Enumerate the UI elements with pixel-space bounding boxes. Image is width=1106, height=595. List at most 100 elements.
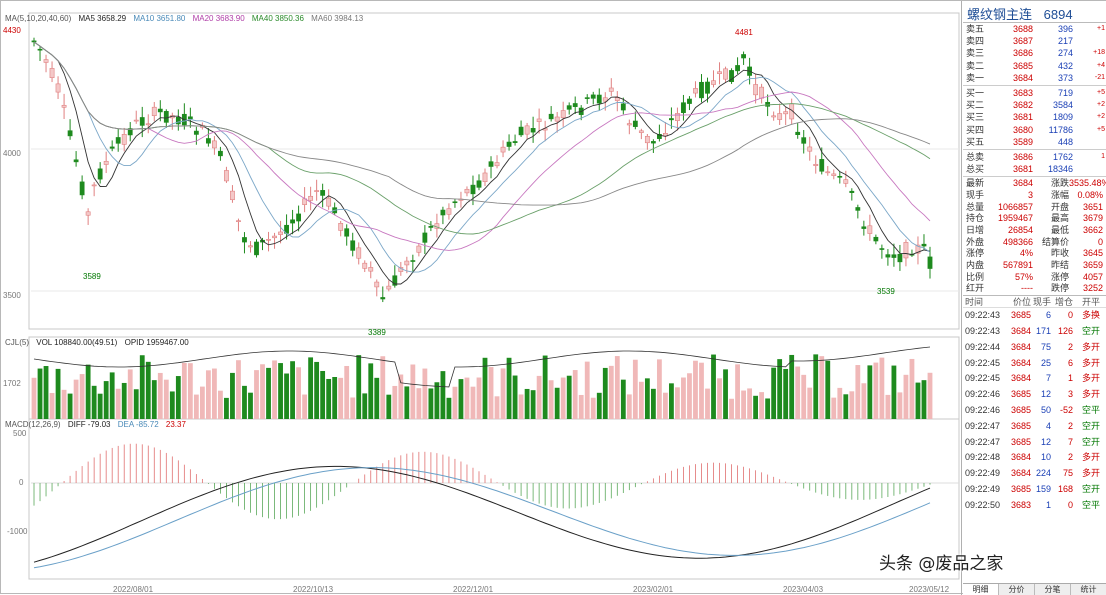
volume-bar — [392, 385, 398, 419]
tick-type: 空开 — [1081, 420, 1100, 431]
ask-row[interactable]: 卖二 3685 432 +4 — [963, 60, 1106, 72]
volume-bar — [242, 385, 247, 419]
date-label-1: 2022/08/01 — [113, 585, 154, 594]
candle-body — [368, 267, 374, 272]
tick-volume: 224 — [1035, 468, 1051, 479]
candle-body — [506, 141, 512, 147]
ma5-line — [33, 41, 931, 285]
candle-body — [927, 256, 933, 269]
candle-body — [638, 130, 644, 133]
volume-legend: CJL(5) VOL 108840.00(49.51) OPID 1959467… — [5, 338, 194, 348]
ma-indicator-name: MA(5,10,20,40,60) — [5, 14, 72, 23]
chart-area[interactable]: MA(5,10,20,40,60) MA5 3658.29 MA10 3651.… — [1, 1, 962, 595]
ticks-list[interactable]: 09:22:43 3685 6 0 多换 09:22:43 3684 171 126 空开 09:2… — [963, 308, 1106, 513]
level-change — [1073, 136, 1105, 148]
candle-body — [344, 228, 350, 237]
tick-type: 多开 — [1081, 341, 1100, 352]
candle-body — [620, 103, 626, 111]
volume-bar — [326, 378, 332, 419]
tick-row[interactable]: 09:22:45 3684 7 1 多开 — [963, 371, 1106, 387]
axis-label-mid: 4000 — [3, 149, 21, 158]
tick-oi: 0 — [1067, 499, 1073, 510]
tick-oi: 6 — [1067, 357, 1073, 368]
kline-chart[interactable] — [1, 1, 962, 595]
tab-price[interactable]: 分价 — [999, 584, 1035, 595]
volume-bar — [566, 375, 572, 419]
ma20-line — [33, 41, 931, 251]
level-change — [1073, 163, 1105, 175]
ask-row[interactable]: 卖一 3684 373 -21 — [963, 72, 1106, 84]
bid-row[interactable]: 买三 3681 1809 +2 — [963, 111, 1106, 123]
macd-histogram — [33, 443, 931, 520]
tick-row[interactable]: 09:22:50 3683 1 0 空平 — [963, 498, 1106, 514]
candle-body — [85, 211, 91, 216]
volume-bar — [500, 368, 506, 419]
tick-row[interactable]: 09:22:46 3685 50 -52 空平 — [963, 403, 1106, 419]
tick-row[interactable]: 09:22:45 3684 25 6 多开 — [963, 356, 1106, 372]
tick-row[interactable]: 09:22:49 3684 224 75 多开 — [963, 466, 1106, 482]
tab-detail[interactable]: 明细 — [963, 584, 999, 595]
bid-row[interactable]: 买二 3682 3584 +2 — [963, 99, 1106, 111]
tick-row[interactable]: 09:22:44 3684 75 2 多开 — [963, 340, 1106, 356]
volume-bar — [296, 367, 301, 419]
volume-bar — [193, 394, 199, 419]
volume-bar — [31, 377, 37, 419]
candle-body — [386, 285, 392, 290]
level-label: 卖二 — [966, 60, 985, 71]
tick-row[interactable]: 09:22:43 3684 171 126 空开 — [963, 324, 1106, 340]
candle-body — [187, 116, 193, 120]
tick-time: 09:22:49 — [965, 483, 1001, 494]
volume-bar — [224, 397, 229, 419]
tick-oi: 126 — [1057, 325, 1073, 336]
volume-bar — [620, 379, 626, 419]
candle-body — [759, 86, 765, 99]
candle-body — [873, 236, 879, 242]
level-label: 总买 — [966, 164, 985, 175]
volume-bar — [837, 387, 843, 419]
candle-body — [422, 232, 428, 243]
summary-row[interactable]: 总买 3681 18346 — [963, 163, 1106, 175]
volume-bar — [879, 357, 885, 419]
annot-high-2: 4481 — [735, 28, 753, 37]
candle-body — [380, 297, 386, 300]
stats-table: 最新 3684 涨跌 3535.48% 现手 3 涨幅 0.08% 总量 1066857 开盘 365… — [963, 178, 1106, 295]
tab-stats[interactable]: 统计 — [1071, 584, 1106, 595]
candle-body — [741, 54, 746, 59]
volume-bar — [230, 372, 235, 419]
stat-value: 3 — [1027, 189, 1033, 200]
volume-bar — [320, 370, 326, 419]
tick-row[interactable]: 09:22:43 3685 6 0 多换 — [963, 308, 1106, 324]
stats-row: 涨停 4% 昨收 3645 — [963, 248, 1106, 260]
tick-row[interactable]: 09:22:49 3685 159 168 空开 — [963, 482, 1106, 498]
candle-body — [338, 223, 344, 231]
tick-row[interactable]: 09:22:48 3684 10 2 多开 — [963, 450, 1106, 466]
tab-trades[interactable]: 分笔 — [1035, 584, 1071, 595]
stat-label: 持仓 — [966, 213, 985, 224]
volume-bar — [43, 366, 49, 419]
volume-bar — [825, 360, 831, 419]
volume-bar — [705, 388, 710, 419]
tick-row[interactable]: 09:22:47 3685 4 2 空开 — [963, 419, 1106, 435]
ask-row[interactable]: 卖五 3688 396 +1 — [963, 23, 1106, 35]
volume-bar — [398, 374, 404, 419]
stats-row: 持仓 1959467 最高 3679 — [963, 213, 1106, 225]
volume-bar — [488, 367, 494, 419]
stat-value: 3659 — [1082, 260, 1103, 271]
bid-row[interactable]: 买一 3683 719 +5 — [963, 87, 1106, 99]
tick-row[interactable]: 09:22:46 3685 12 3 多开 — [963, 387, 1106, 403]
volume-bar — [374, 377, 380, 419]
macd-legend: MACD(12,26,9) DIFF -79.03 DEA -85.72 23.… — [5, 420, 191, 430]
summary-row[interactable]: 总卖 3686 1762 1 — [963, 151, 1106, 163]
volume-bar — [236, 360, 241, 419]
bid-row[interactable]: 买五 3589 448 — [963, 136, 1106, 148]
tick-row[interactable]: 09:22:47 3685 12 7 空开 — [963, 435, 1106, 451]
level-price: 3589 — [1012, 136, 1033, 147]
candle-body — [915, 244, 921, 254]
volume-bar — [115, 388, 121, 419]
stat-value: 3684 — [1012, 178, 1033, 189]
volume-bar — [145, 361, 151, 419]
ask-row[interactable]: 卖三 3686 274 +18 — [963, 47, 1106, 59]
ask-row[interactable]: 卖四 3687 217 — [963, 35, 1106, 47]
bid-row[interactable]: 买四 3680 11786 +5 — [963, 124, 1106, 136]
ma40-value: MA40 3850.36 — [251, 14, 304, 23]
